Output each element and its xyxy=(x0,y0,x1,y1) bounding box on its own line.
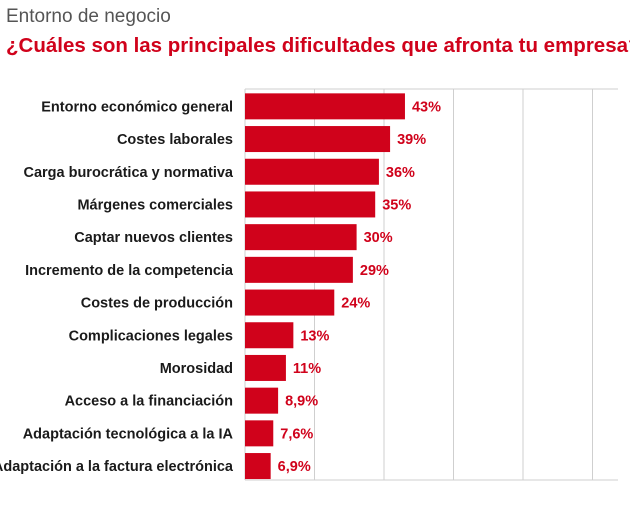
value-label: 43% xyxy=(412,99,441,115)
bar xyxy=(245,256,353,283)
value-label: 35% xyxy=(382,197,411,213)
value-label: 29% xyxy=(360,263,389,279)
bar xyxy=(245,420,274,447)
category-label: Incremento de la competencia xyxy=(25,263,234,279)
category-label: Costes laborales xyxy=(117,132,233,148)
bar xyxy=(245,126,391,153)
category-label: Acceso a la financiación xyxy=(65,394,233,410)
bar xyxy=(245,158,379,185)
category-label: Adaptación a la factura electrónica xyxy=(0,459,234,475)
category-label: Morosidad xyxy=(160,361,233,377)
bars xyxy=(245,93,405,480)
value-label: 11% xyxy=(293,361,321,377)
chart-title: ¿Cuáles son las principales dificultades… xyxy=(6,34,630,57)
bar xyxy=(245,387,279,414)
value-label: 7,6% xyxy=(280,426,313,442)
value-label: 8,9% xyxy=(285,394,318,410)
value-label: 30% xyxy=(364,230,393,246)
bar xyxy=(245,322,294,349)
category-label: Complicaciones legales xyxy=(69,328,233,344)
value-labels: 43% 39% 36% 35% 30% 29% 24% 13% 11% 8,9% 7,6% 6,9% xyxy=(278,99,441,475)
bar xyxy=(245,93,405,120)
value-label: 39% xyxy=(397,132,426,148)
value-label: 6,9% xyxy=(278,459,311,475)
value-label: 24% xyxy=(341,296,370,312)
bar xyxy=(245,354,286,381)
bar xyxy=(245,224,357,251)
value-label: 13% xyxy=(300,328,329,344)
category-label: Márgenes comerciales xyxy=(77,197,233,213)
category-label: Captar nuevos clientes xyxy=(74,230,233,246)
category-label: Costes de producción xyxy=(81,296,233,312)
category-label: Adaptación tecnológica a la IA xyxy=(23,426,234,442)
bar xyxy=(245,191,376,218)
bar xyxy=(245,453,271,480)
chart-kicker: Entorno de negocio xyxy=(6,6,171,27)
category-label: Entorno económico general xyxy=(41,99,233,115)
value-label: 36% xyxy=(386,165,415,181)
gridlines xyxy=(244,88,618,481)
category-labels: Entorno económico general Costes laborale… xyxy=(0,99,234,475)
bar xyxy=(245,289,335,316)
category-label: Carga burocrática y normativa xyxy=(23,165,233,181)
